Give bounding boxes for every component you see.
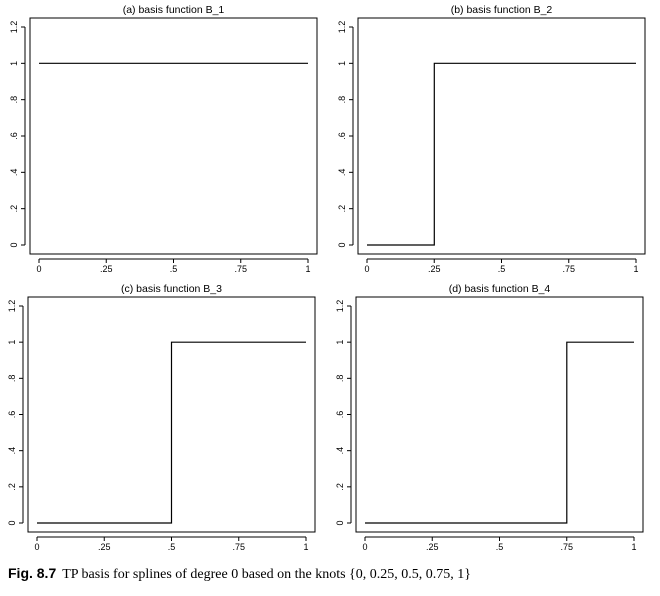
x-tick-label: .5 [170, 264, 178, 274]
x-tick-label: 1 [631, 542, 636, 552]
x-tick-label: .75 [562, 264, 575, 274]
y-tick-label: 0 [337, 242, 347, 247]
plot-frame [29, 17, 318, 255]
x-tick-label: .75 [232, 542, 245, 552]
x-tick-label: .25 [98, 542, 111, 552]
x-tick-label: 0 [36, 264, 41, 274]
x-tick-label: .5 [498, 264, 506, 274]
chart-title: (c) basis function B_3 [121, 283, 222, 295]
y-tick-label: .8 [335, 375, 345, 383]
chart-panel-b: (b) basis function B_2 0 .25 .5 .75 1 0 .2 .4 .6.… [337, 4, 646, 274]
chart-panel-a: (a) basis function B_1 0 .25 .5 .75 1 0 .2 .4 .6.… [9, 4, 318, 274]
y-tick-label: 1 [7, 340, 17, 345]
chart-panel-d: (d) basis function B_4 0 .25 .5 .75 1 0 .2 .4 .6.… [335, 283, 644, 552]
y-tick-label: 1.2 [9, 21, 19, 34]
figure-caption: Fig. 8.7 TP basis for splines of degree 0… [8, 565, 471, 583]
series-line-b2 [367, 62, 636, 246]
y-tick-label: 1 [9, 61, 19, 66]
plot-frame [27, 296, 316, 533]
y-tick-label: .8 [337, 96, 347, 104]
plot-frame [355, 296, 644, 533]
y-tick-label: 0 [7, 520, 17, 525]
x-tick-label: 1 [303, 542, 308, 552]
y-tick-label: .2 [335, 483, 345, 491]
y-tick-label: 0 [335, 520, 345, 525]
y-tick-label: 1.2 [337, 21, 347, 34]
y-tick-label: 1 [335, 340, 345, 345]
y-tick-label: .6 [7, 411, 17, 419]
y-tick-label: .6 [335, 411, 345, 419]
y-tick-label: 0 [9, 242, 19, 247]
y-tick-label: .6 [9, 132, 19, 140]
x-tick-label: .5 [496, 542, 504, 552]
series-line-b3 [37, 341, 306, 524]
x-tick-label: .5 [168, 542, 176, 552]
y-tick-label: .4 [335, 447, 345, 455]
chart-title: (d) basis function B_4 [449, 283, 551, 295]
chart-panel-c: (c) basis function B_3 0 .25 .5 .75 1 0 .2 .4 .6.… [7, 283, 316, 552]
chart-title: (b) basis function B_2 [451, 4, 553, 16]
x-tick-label: .25 [426, 542, 439, 552]
x-tick-label: .75 [234, 264, 247, 274]
y-tick-label: .4 [7, 447, 17, 455]
y-tick-label: .6 [337, 132, 347, 140]
series-line-b4 [365, 341, 634, 524]
y-tick-label: .4 [9, 169, 19, 177]
y-tick-label: 1 [337, 61, 347, 66]
caption-label: Fig. 8.7 [8, 565, 57, 581]
x-tick-label: 1 [305, 264, 310, 274]
y-tick-label: .8 [9, 96, 19, 104]
y-tick-label: 1.2 [7, 300, 17, 313]
chart-title: (a) basis function B_1 [123, 4, 225, 16]
y-tick-label: .2 [337, 205, 347, 213]
x-tick-label: .75 [560, 542, 573, 552]
y-tick-label: 1.2 [335, 300, 345, 313]
x-tick-label: 0 [34, 542, 39, 552]
y-tick-label: .2 [9, 205, 19, 213]
x-tick-label: .25 [428, 264, 441, 274]
x-tick-label: .25 [100, 264, 113, 274]
y-tick-label: .8 [7, 375, 17, 383]
x-tick-label: 1 [633, 264, 638, 274]
y-tick-label: .2 [7, 483, 17, 491]
x-tick-label: 0 [362, 542, 367, 552]
plot-frame [357, 17, 646, 255]
y-tick-label: .4 [337, 169, 347, 177]
caption-text: TP basis for splines of degree 0 based o… [62, 567, 471, 582]
x-tick-label: 0 [364, 264, 369, 274]
